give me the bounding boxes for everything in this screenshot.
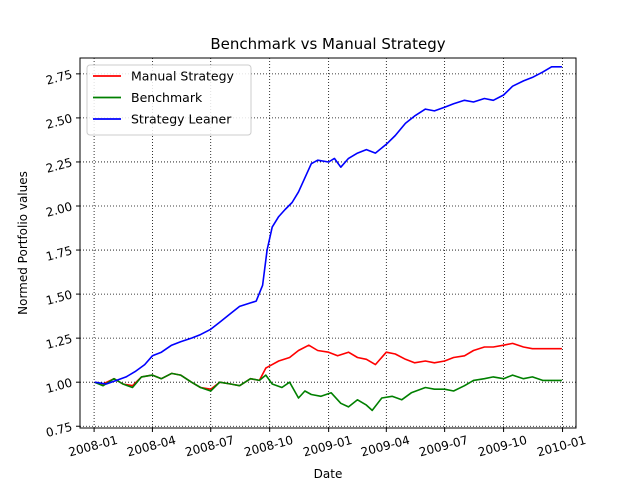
- chart-title: Benchmark vs Manual Strategy: [210, 35, 445, 53]
- y-tick-label: 2.00: [44, 199, 73, 219]
- series-line-benchmark: [94, 372, 562, 412]
- y-tick-label: 2.25: [44, 155, 73, 175]
- y-tick-label: 2.75: [44, 67, 73, 87]
- y-tick-label: 1.75: [44, 243, 73, 263]
- y-tick-label: 1.50: [44, 287, 73, 307]
- plot-area-frame: [79, 57, 577, 429]
- legend-box: [86, 64, 252, 136]
- series-lines: [94, 66, 562, 412]
- series-line-strategy-leaner: [94, 66, 562, 385]
- legend: Manual Strategy Benchmark Strategy Leaner: [86, 64, 252, 136]
- legend-label: Benchmark: [131, 90, 203, 105]
- y-axis-label: Normed Portfolio values: [16, 171, 30, 315]
- legend-label: Manual Strategy: [131, 69, 235, 84]
- y-tick-label: 0.75: [44, 420, 73, 440]
- y-tick-label: 1.25: [44, 332, 73, 352]
- x-axis-label: Date: [314, 467, 343, 480]
- legend-label: Strategy Leaner: [131, 112, 232, 127]
- y-tick-label: 2.50: [44, 111, 73, 131]
- y-tick-label: 1.00: [44, 376, 73, 396]
